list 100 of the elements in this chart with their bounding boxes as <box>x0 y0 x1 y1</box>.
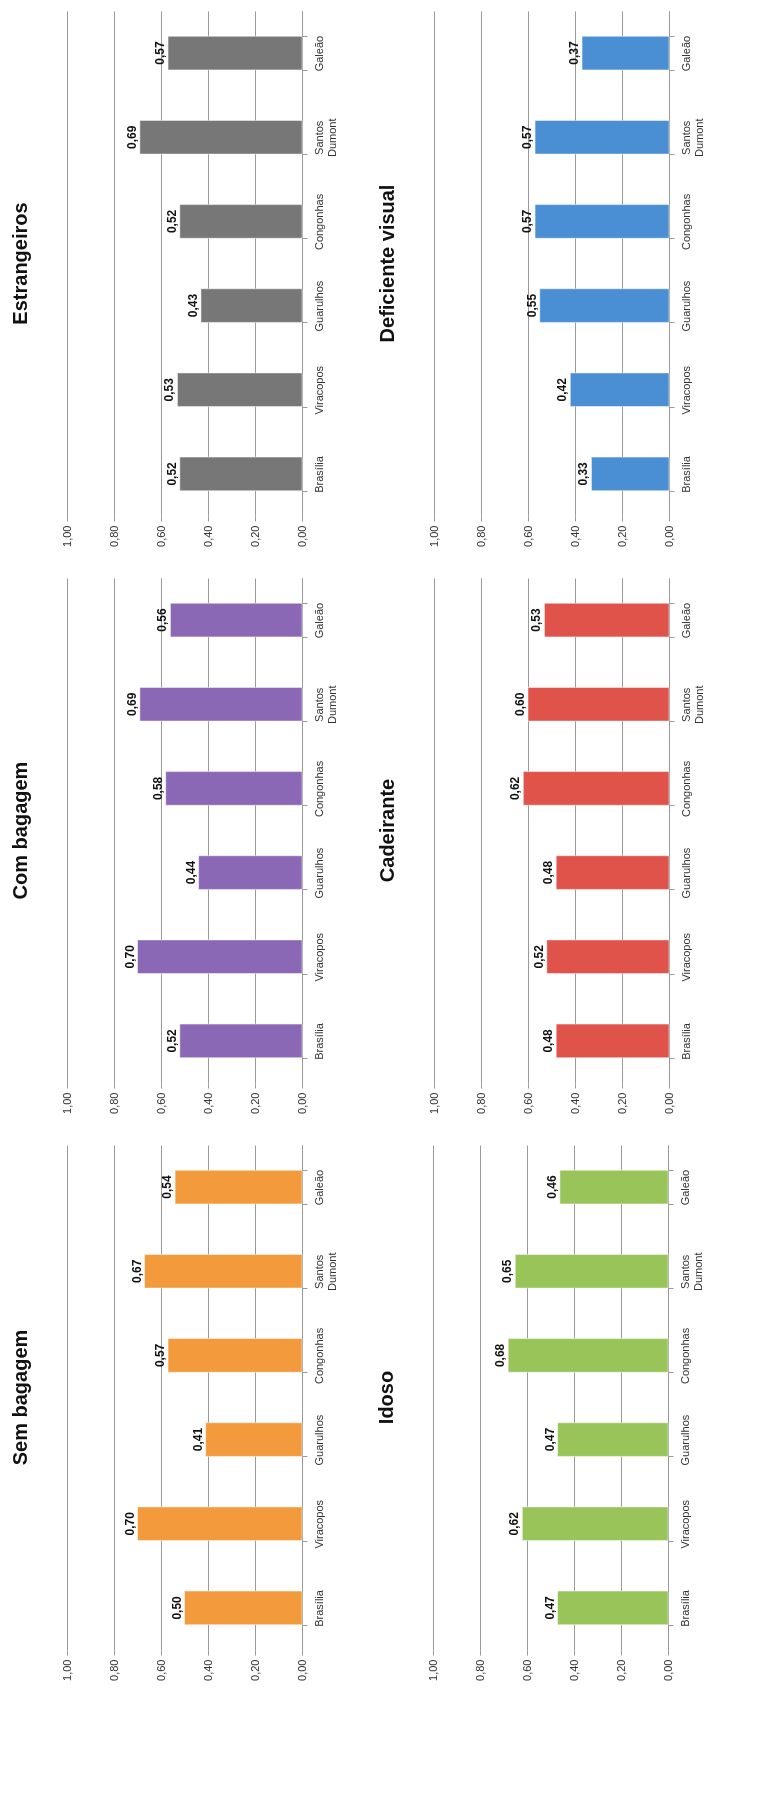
y-tick-label: Congonhas <box>312 193 325 251</box>
data-label: 0,48 <box>541 1028 556 1053</box>
bar <box>169 602 303 638</box>
y-tick-label: Guarulhos <box>312 1414 325 1466</box>
x-tick-label: 0,00 <box>295 1659 308 1681</box>
bar <box>534 119 670 155</box>
x-tick-label: 0,20 <box>248 1092 261 1114</box>
x-tick-label: 0,40 <box>201 1659 214 1681</box>
data-label: 0,48 <box>541 860 556 885</box>
data-label: 0,65 <box>500 1259 515 1283</box>
data-label: 0,50 <box>169 1595 184 1620</box>
bar <box>179 1023 303 1059</box>
x-tick-label: 0,00 <box>662 1092 675 1114</box>
x-tick-label: 0,20 <box>615 525 628 547</box>
data-label: 0,57 <box>153 41 168 65</box>
bar <box>167 1338 303 1373</box>
x-tick-label: 0,40 <box>568 525 581 547</box>
x-tick-label: 1,00 <box>60 1092 73 1114</box>
y-tick-label: Brasília <box>679 1022 692 1060</box>
data-label: 0,57 <box>153 1343 168 1368</box>
data-label: 0,47 <box>542 1427 557 1452</box>
data-label: 0,62 <box>507 1511 522 1536</box>
x-tick-label: 1,00 <box>60 1659 73 1681</box>
y-tick-label: Santos Dumont <box>312 1252 338 1292</box>
data-label: 0,52 <box>531 944 546 969</box>
y-tick-label: Guarulhos <box>679 847 692 899</box>
bar <box>569 372 670 408</box>
x-tick-label: 0,60 <box>521 525 534 547</box>
x-tick-label: 0,80 <box>107 1092 120 1114</box>
data-label: 0,53 <box>529 608 544 632</box>
y-tick-label: Congonhas <box>678 1327 691 1385</box>
data-label: 0,58 <box>150 776 165 801</box>
y-tick-label: Brasília <box>312 455 325 493</box>
bar <box>539 288 670 323</box>
text: Estrangeiros <box>9 202 31 325</box>
bar <box>184 1590 303 1626</box>
x-tick-label: 0,40 <box>201 525 214 547</box>
x-tick-label: 0,40 <box>568 1092 581 1114</box>
y-tick-label: Santos Dumont <box>312 118 338 158</box>
data-label: 0,54 <box>160 1175 175 1199</box>
x-tick-label: 0,40 <box>567 1659 580 1681</box>
y-tick-label: Congonhas <box>679 193 692 251</box>
bar <box>581 35 670 71</box>
data-label: 0,46 <box>544 1175 559 1199</box>
x-tick-label: 1,00 <box>60 525 73 547</box>
bar <box>555 1023 670 1059</box>
bar <box>179 456 303 492</box>
data-label: 0,44 <box>183 860 198 885</box>
y-tick-label: Viracopos <box>312 932 325 982</box>
y-tick-label: Viracopos <box>679 932 692 982</box>
data-label: 0,52 <box>164 1028 179 1053</box>
y-tick-label: Galeão <box>312 35 325 72</box>
bar <box>543 602 670 638</box>
y-tick-label: Guarulhos <box>312 847 325 899</box>
y-tick-label: Santos Dumont <box>679 685 705 725</box>
bar <box>527 686 670 722</box>
bar <box>174 1169 303 1205</box>
x-tick-label: 0,60 <box>154 1659 167 1681</box>
data-label: 0,68 <box>493 1343 508 1368</box>
text: Idoso <box>375 1370 397 1425</box>
data-label: 0,69 <box>124 692 139 716</box>
y-tick-label: Viracopos <box>312 1499 325 1549</box>
y-tick-label: Brasília <box>312 1589 325 1627</box>
bar <box>557 1590 669 1626</box>
data-label: 0,42 <box>555 377 570 402</box>
y-tick-label: Galeão <box>679 602 692 639</box>
text: Deficiente visual <box>376 184 398 343</box>
y-tick-label: Guarulhos <box>678 1414 691 1466</box>
bar <box>534 204 670 239</box>
bar <box>198 855 303 890</box>
bar <box>139 119 303 155</box>
x-tick-label: 0,80 <box>473 1659 486 1681</box>
x-tick-label: 0,20 <box>615 1092 628 1114</box>
bar <box>522 771 670 806</box>
x-tick-label: 0,80 <box>474 1092 487 1114</box>
x-tick-label: 0,40 <box>201 1092 214 1114</box>
data-label: 0,70 <box>122 1511 137 1536</box>
data-label: 0,53 <box>162 377 177 402</box>
bar <box>137 1506 303 1542</box>
data-label: 0,57 <box>520 209 535 234</box>
bar <box>139 686 303 722</box>
y-tick-label: Viracopos <box>679 365 692 415</box>
x-tick-label: 0,20 <box>614 1659 627 1681</box>
text: Cadeirante <box>376 778 398 883</box>
data-label: 0,62 <box>508 776 523 801</box>
x-tick-label: 0,60 <box>520 1659 533 1681</box>
bar <box>507 1338 669 1373</box>
y-tick-label: Santos Dumont <box>679 118 705 158</box>
data-label: 0,43 <box>185 293 200 318</box>
data-label: 0,47 <box>542 1595 557 1620</box>
y-tick-label: Galeão <box>679 35 692 72</box>
data-label: 0,70 <box>122 944 137 969</box>
text: Sem bagagem <box>9 1329 31 1466</box>
bar <box>514 1253 669 1289</box>
x-tick-label: 0,00 <box>295 1092 308 1114</box>
bar <box>137 939 303 975</box>
bar <box>557 1422 669 1457</box>
x-tick-label: 0,60 <box>154 1092 167 1114</box>
y-tick-label: Brasília <box>679 455 692 493</box>
bar <box>167 35 303 71</box>
